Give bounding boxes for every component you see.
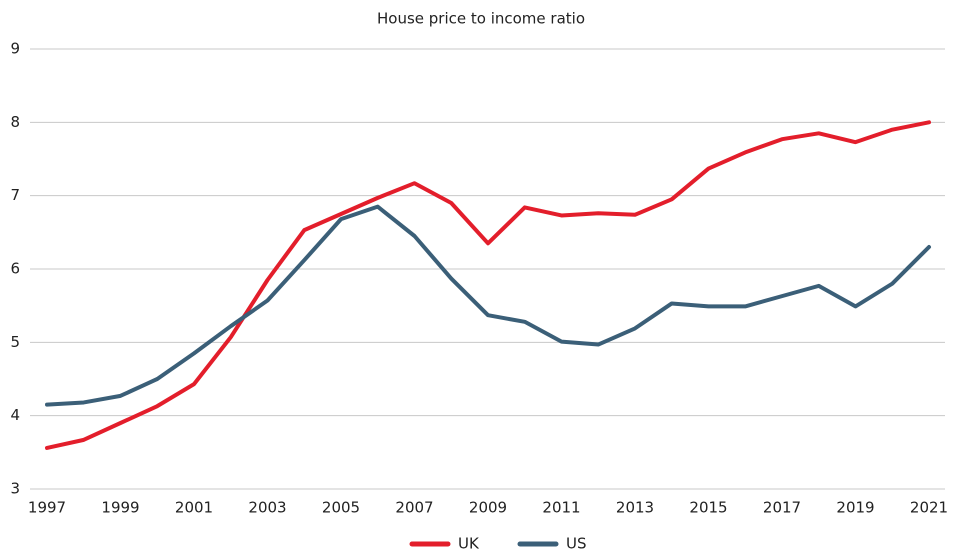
y-tick-label: 6 <box>10 260 20 278</box>
x-tick-label: 2005 <box>322 499 360 517</box>
y-tick-label: 7 <box>10 186 20 204</box>
chart-title: House price to income ratio <box>377 10 585 28</box>
y-tick-label: 5 <box>10 333 20 351</box>
x-tick-label: 2021 <box>910 499 948 517</box>
y-tick-label: 8 <box>10 113 20 131</box>
legend-label: US <box>566 535 587 553</box>
x-tick-label: 2017 <box>763 499 801 517</box>
x-tick-label: 2001 <box>175 499 213 517</box>
y-tick-label: 9 <box>10 40 20 58</box>
x-tick-label: 1999 <box>101 499 139 517</box>
series-line <box>45 120 931 450</box>
y-tick-label: 4 <box>10 406 20 424</box>
x-tick-label: 2019 <box>836 499 874 517</box>
x-tick-label: 1997 <box>28 499 66 517</box>
x-tick-label: 2009 <box>469 499 507 517</box>
x-tick-label: 2015 <box>689 499 727 517</box>
x-tick-label: 2007 <box>395 499 433 517</box>
x-tick-label: 2011 <box>542 499 580 517</box>
y-tick-label: 3 <box>10 480 20 498</box>
series-line <box>45 204 931 407</box>
x-tick-label: 2003 <box>248 499 286 517</box>
legend-label: UK <box>458 535 480 553</box>
x-tick-label: 2013 <box>616 499 654 517</box>
